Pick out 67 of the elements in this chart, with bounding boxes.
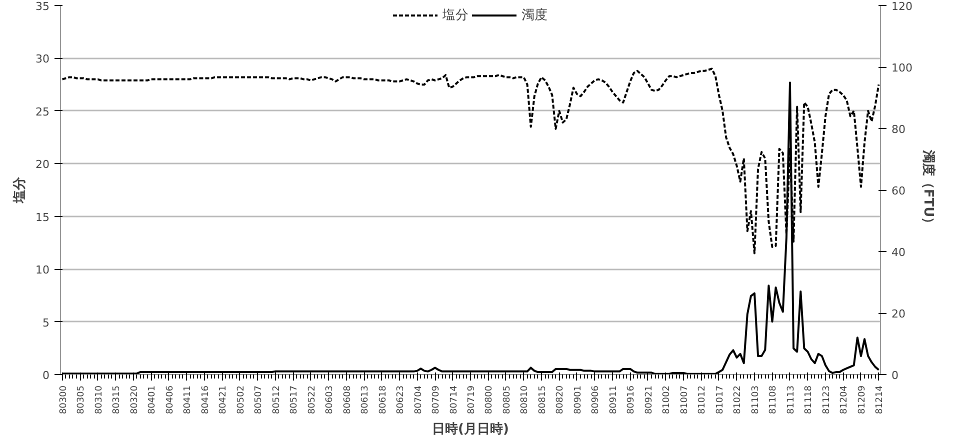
x-tick-label: 81123 (822, 385, 832, 414)
x-tick-label: 80507 (254, 385, 264, 414)
x-tick-label: 80320 (130, 385, 140, 414)
x-tick-label: 80906 (591, 385, 602, 414)
y2-tick-label: 40 (892, 246, 906, 259)
x-axis-title: 日時(月日時) (432, 422, 509, 438)
legend-label: 塩分 (442, 7, 468, 24)
x-tick-label: 80305 (76, 385, 87, 414)
x-tick-label: 80406 (165, 385, 176, 414)
y-tick-label: 25 (36, 105, 50, 118)
x-tick-label: 80719 (467, 385, 477, 414)
y-tick-label: 20 (36, 158, 50, 172)
y-tick-label: 10 (36, 264, 50, 277)
y-tick-label: 5 (42, 316, 50, 330)
x-tick-label: 81204 (840, 385, 850, 414)
y2-axis-title: 濁度（FTU） (920, 148, 936, 230)
x-tick-label: 80623 (396, 385, 406, 414)
x-tick-label: 80522 (307, 385, 318, 414)
x-tick-label: 80421 (218, 385, 229, 414)
x-tick-label: 80411 (183, 385, 194, 414)
x-tick-label: 80608 (342, 385, 353, 414)
legend-label: 濁度 (522, 7, 548, 24)
x-tick-label: 80901 (573, 385, 584, 414)
x-tick-label: 80310 (94, 385, 104, 414)
x-tick-label: 81022 (733, 385, 744, 414)
x-tick-label: 80502 (236, 385, 246, 414)
y-tick-label: 30 (36, 52, 50, 66)
y-tick-label: 15 (36, 210, 50, 224)
x-tick-label: 81007 (680, 385, 690, 414)
x-tick-label: 81012 (698, 385, 708, 414)
x-tick-label: 80401 (148, 385, 158, 414)
x-tick-label: 80512 (272, 385, 282, 414)
x-tick-label: 81002 (662, 385, 672, 414)
y2-tick-label: 60 (892, 184, 906, 198)
x-tick-label: 81113 (786, 385, 796, 414)
x-tick-label: 80704 (414, 385, 424, 414)
y-tick-label: 0 (42, 369, 50, 382)
x-tick-label: 80916 (626, 385, 637, 414)
y2-tick-label: 80 (892, 123, 906, 136)
x-tick-label: 81209 (857, 385, 868, 414)
x-tick-label: 80613 (360, 385, 371, 414)
x-tick-label: 80911 (608, 385, 619, 414)
y-axis-title: 塩分 (12, 176, 28, 204)
x-tick-label: 80517 (290, 385, 300, 414)
x-tick-label: 80800 (484, 385, 495, 414)
x-tick-label: 81103 (750, 385, 761, 414)
x-tick-label: 80921 (644, 385, 654, 414)
x-tick-label: 80714 (449, 385, 460, 414)
x-tick-label: 80810 (520, 385, 530, 414)
x-tick-label: 81214 (875, 385, 886, 414)
x-tick-label: 80315 (112, 385, 122, 414)
x-tick-label: 81017 (715, 385, 726, 414)
x-tick-label: 80416 (200, 385, 211, 414)
x-tick-label: 80709 (432, 385, 442, 414)
x-tick-label: 81108 (768, 385, 779, 414)
x-tick-label: 80300 (58, 385, 69, 414)
x-tick-label: 80815 (538, 385, 548, 414)
y-tick-label: 35 (36, 0, 50, 13)
x-tick-label: 80618 (378, 385, 388, 414)
y2-tick-label: 0 (892, 369, 898, 382)
x-tick-label: 80603 (325, 385, 336, 414)
y2-tick-label: 20 (892, 308, 906, 320)
y2-tick-label: 120 (892, 0, 912, 13)
y2-tick-label: 100 (892, 62, 912, 74)
x-tick-label: 81118 (804, 385, 814, 414)
x-tick-label: 80805 (502, 385, 512, 414)
x-tick-label: 80820 (556, 385, 566, 414)
